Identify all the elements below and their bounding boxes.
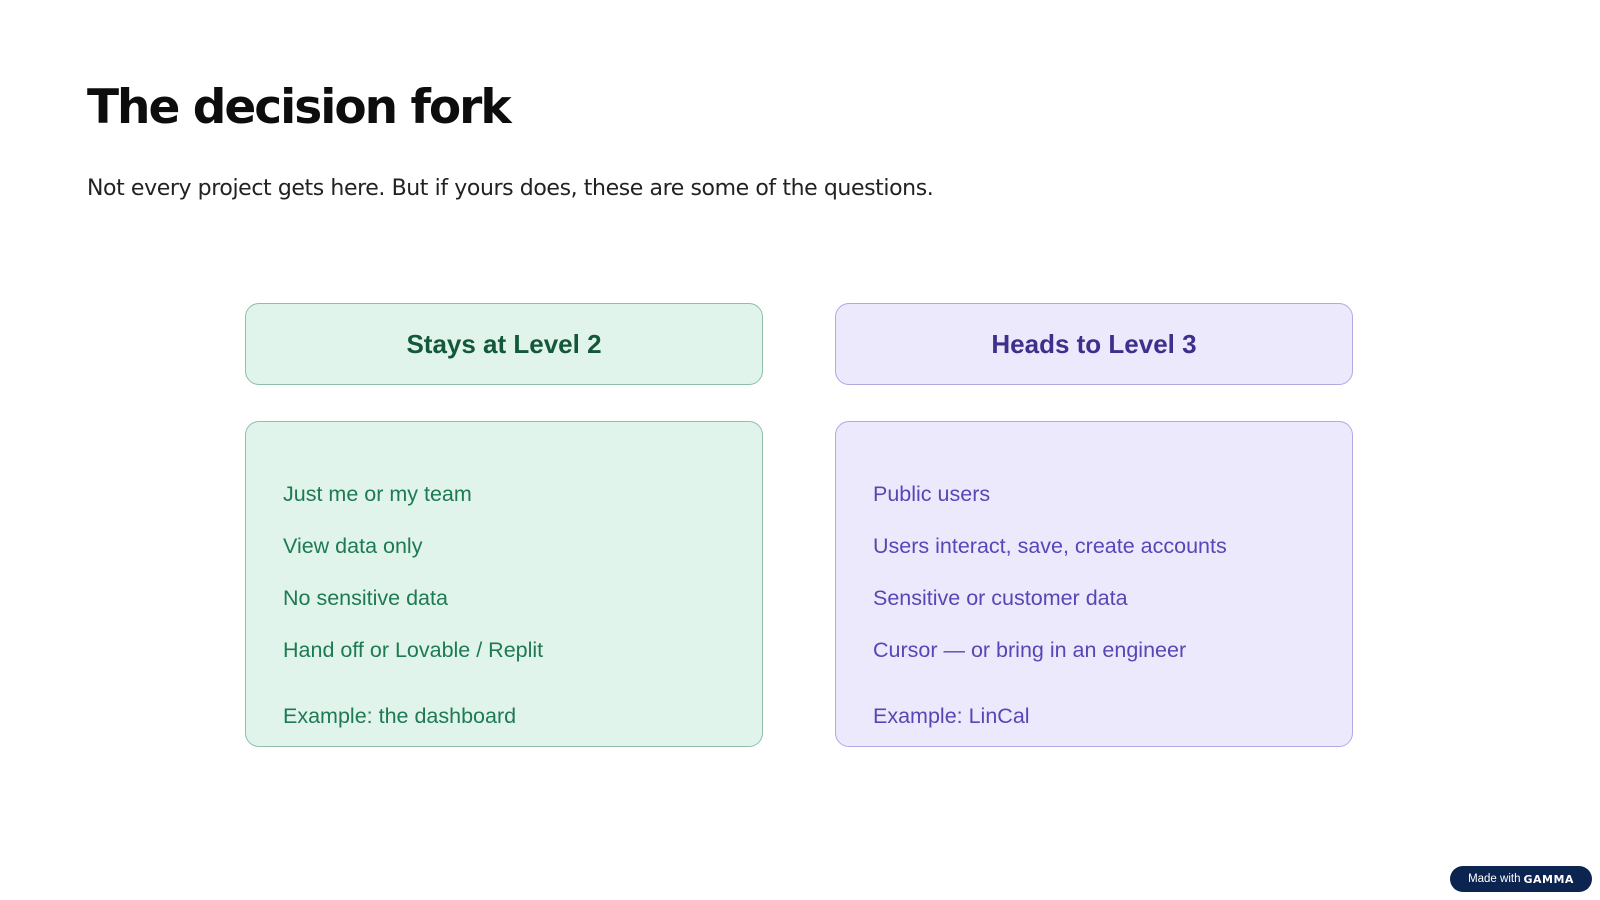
- made-with-gamma-badge[interactable]: Made with GAMMA: [1450, 866, 1592, 892]
- slide-title: The decision fork: [87, 80, 512, 135]
- level-2-heading: Stays at Level 2: [406, 328, 602, 359]
- list-item: Sensitive or customer data: [873, 586, 1128, 610]
- slide-subtitle: Not every project gets here. But if your…: [87, 176, 934, 201]
- list-item: Public users: [873, 482, 991, 506]
- level-2-criteria-card: Just me or my team View data only No sen…: [245, 421, 763, 747]
- level-3-criteria-card: Public users Users interact, save, creat…: [835, 421, 1353, 747]
- list-item: View data only: [283, 534, 423, 558]
- badge-prefix: Made with: [1468, 873, 1521, 885]
- list-item: Users interact, save, create accounts: [873, 534, 1227, 558]
- list-item: No sensitive data: [283, 586, 448, 610]
- level-3-heading-card: Heads to Level 3: [835, 303, 1353, 385]
- level-3-heading: Heads to Level 3: [991, 328, 1197, 359]
- example-text: Example: the dashboard: [283, 704, 517, 728]
- list-item: Cursor — or bring in an engineer: [873, 638, 1187, 662]
- list-item: Just me or my team: [283, 482, 472, 506]
- list-item: Hand off or Lovable / Replit: [283, 638, 544, 662]
- gamma-logo: GAMMA: [1523, 872, 1574, 886]
- example-text: Example: LinCal: [873, 704, 1030, 728]
- level-2-heading-card: Stays at Level 2: [245, 303, 763, 385]
